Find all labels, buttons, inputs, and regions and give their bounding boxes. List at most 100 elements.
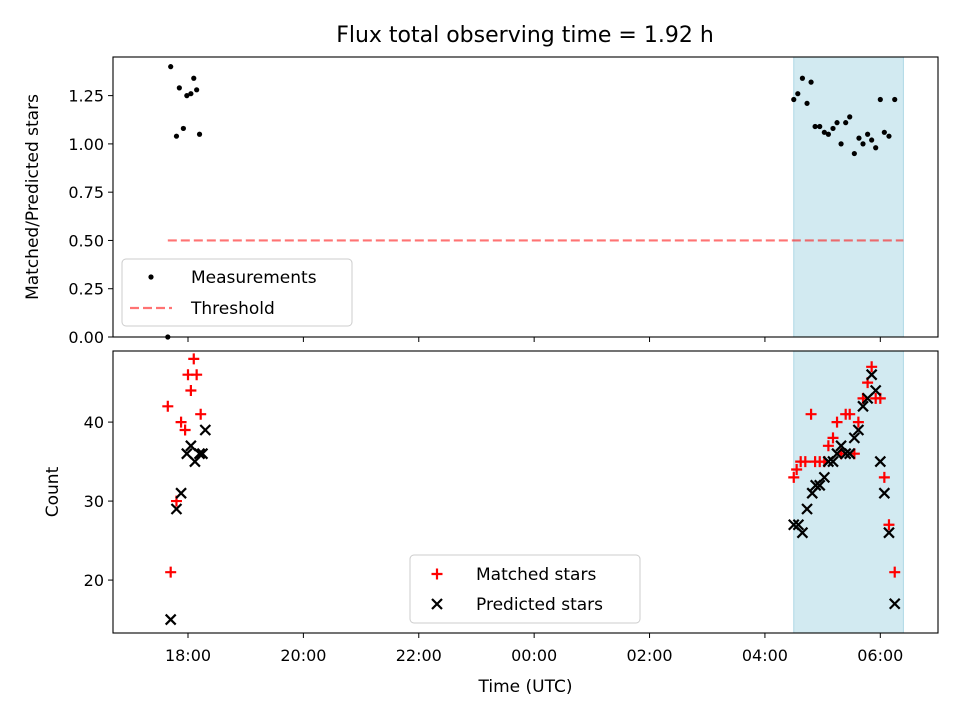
measurement-point [886,133,892,139]
x-tick-label: 22:00 [396,646,442,665]
predicted-star-point [883,526,895,539]
matched-star-point [162,400,174,412]
legend-matched-marker [431,568,443,580]
predicted-star-point [193,447,206,460]
measurement-point [804,100,810,106]
bottom-panel: 20 30 40 18:00 20:00 22:00 00:00 02:00 04:00 06:0… [43,350,939,697]
predicted-star-point [874,455,887,468]
x-axis-label: Time (UTC) [478,677,573,697]
predicted-star-point [843,447,856,460]
predicted-star-point [839,447,852,460]
y-tick-label: 0.25 [68,280,104,299]
measurement-point [873,145,879,151]
legend-box [409,554,641,624]
matched-star-point [175,416,187,428]
matched-star-point [185,384,197,396]
matched-star-point [878,471,890,483]
y-tick-label: 40 [84,413,104,432]
legend-predicted-marker [431,598,443,610]
x-tick-label: 06:00 [857,646,903,665]
matched-star-point [889,566,901,578]
y-axis-label: Count [43,466,63,517]
y-tick-label: 30 [84,492,104,511]
measurement-point [184,93,190,99]
legend: Matched stars Predicted stars [409,554,641,624]
measurement-point [795,91,801,97]
measurement-point [817,123,823,130]
legend-measurements-label: Measurements [191,268,317,288]
y-tick-label: 0.00 [68,328,104,347]
measurement-point [191,75,197,81]
legend: Measurements Threshold [121,258,353,327]
predicted-star-point [857,400,869,413]
predicted-star-point [865,368,878,381]
measurement-point [176,85,182,91]
measurement-point [830,125,836,132]
legend-predicted-label: Predicted stars [476,595,603,615]
matched-star-point [799,456,811,468]
y-tick-label: 0.75 [68,183,104,202]
matched-star-point [866,361,878,373]
shaded-region [793,56,904,338]
x-tick-label: 20:00 [280,646,326,665]
measurement-point [865,131,871,137]
predicted-star-point [831,447,843,460]
legend-matched-label: Matched stars [476,565,596,585]
x-tick-label: 00:00 [511,646,557,665]
predicted-star-point [852,424,865,436]
matched-star-point [191,369,203,381]
matched-star-point [788,471,800,483]
legend-threshold-label: Threshold [190,299,275,319]
y-tick-label: 0.50 [68,231,104,250]
x-tick-label: 04:00 [742,646,788,665]
predicted-star-point [199,424,212,436]
predicted-star-point [792,519,805,531]
measurement-point [860,141,866,147]
matched-star-point [179,424,191,436]
matched-star-point [827,432,839,444]
measurement-point [851,150,857,157]
measurement-point [791,96,797,103]
measurement-point [180,125,186,132]
x-tick-label: 02:00 [626,646,672,665]
measurement-point [173,133,180,139]
measurement-point [847,114,853,120]
axes-frame [112,56,939,338]
predicted-star-point [869,384,882,397]
matched-star-point [844,408,856,420]
axes-frame [112,350,939,634]
measurement-point [825,131,831,137]
predicted-star-point [888,597,901,610]
measurement-point [168,64,174,70]
measurement-point [881,129,887,135]
measurement-point [856,135,862,141]
measurement-point [196,131,203,137]
measurement-point [194,87,200,93]
predicted-star-point [164,613,177,626]
matched-star-point [852,416,864,428]
measurement-point [892,96,898,103]
measurement-point [808,79,814,85]
top-panel: 0.00 0.25 0.50 0.75 1.00 1.25 Matched/Predicte… [23,56,939,347]
predicted-star-point [175,487,187,499]
matched-star-point [195,408,207,420]
measurement-point [188,91,194,97]
y-tick-label: 1.00 [68,135,104,154]
predicted-star-point [196,447,209,460]
predicted-star-point [796,526,809,539]
predicted-star-point [801,503,813,515]
matched-star-point [822,440,834,452]
predicted-star-point [818,471,831,484]
measurement-point [838,141,844,147]
matched-star-point [165,566,177,578]
measurement-point [799,75,806,81]
chart-title: Flux total observing time = 1.92 h [336,23,714,48]
matched-star-point [883,519,895,531]
matched-star-point [831,416,843,428]
matched-star-point [188,353,200,365]
predicted-star-point [878,487,891,499]
matched-star-point [791,463,803,475]
matched-star-point [805,408,817,420]
predicted-star-point [170,503,183,515]
